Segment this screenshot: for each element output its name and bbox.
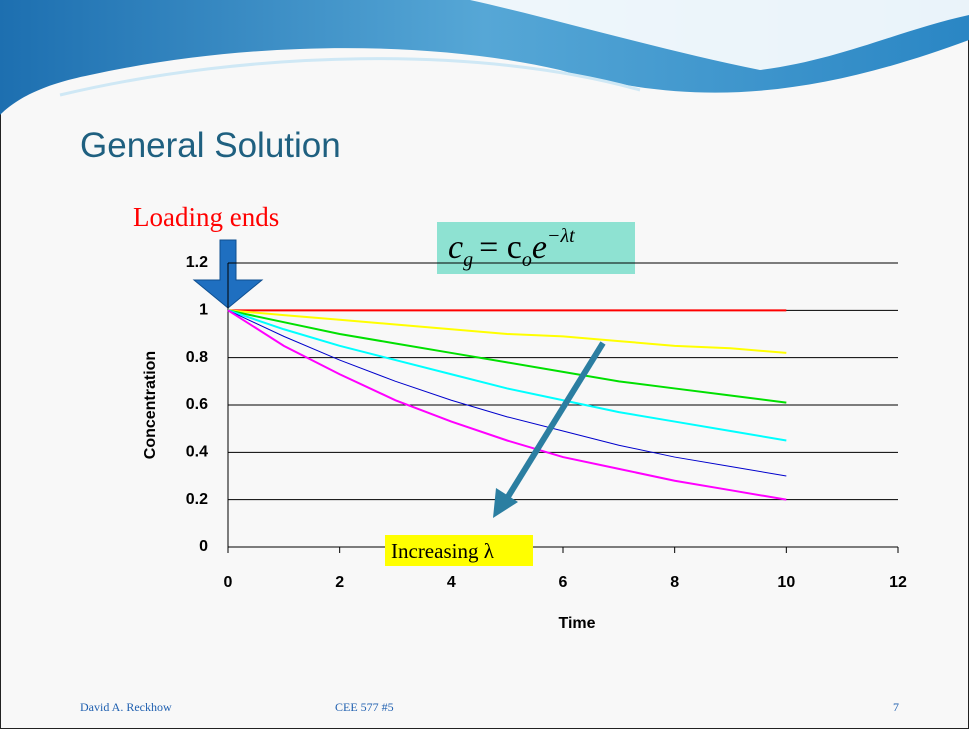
slide-title: General Solution xyxy=(80,126,341,165)
x-axis-label: Time xyxy=(558,615,595,632)
y-tick-label: 0 xyxy=(199,538,208,555)
x-tick-label: 2 xyxy=(335,574,344,591)
x-tick-label: 12 xyxy=(889,574,907,591)
y-tick-label: 0.2 xyxy=(186,491,208,508)
x-tick-label: 10 xyxy=(777,574,795,591)
x-tick-label: 6 xyxy=(559,574,568,591)
y-tick-label: 0.6 xyxy=(186,396,208,413)
x-tick-label: 4 xyxy=(447,574,456,591)
y-tick-label: 0.8 xyxy=(186,349,208,366)
y-tick-label: 1.2 xyxy=(186,254,208,271)
x-tick-label: 8 xyxy=(670,574,679,591)
footer-course: CEE 577 #5 xyxy=(335,700,394,714)
page-number: 7 xyxy=(893,700,899,714)
y-axis-label: Concentration xyxy=(142,351,159,459)
footer-author: David A. Reckhow xyxy=(80,700,172,714)
y-tick-label: 0.4 xyxy=(186,444,208,461)
increasing-label: Increasing λ xyxy=(391,539,495,563)
y-tick-label: 1 xyxy=(199,302,208,319)
x-tick-label: 0 xyxy=(224,574,233,591)
loading-label: Loading ends xyxy=(133,202,279,232)
slide: General Solution Loading ends cg= coe−λt… xyxy=(0,0,969,729)
